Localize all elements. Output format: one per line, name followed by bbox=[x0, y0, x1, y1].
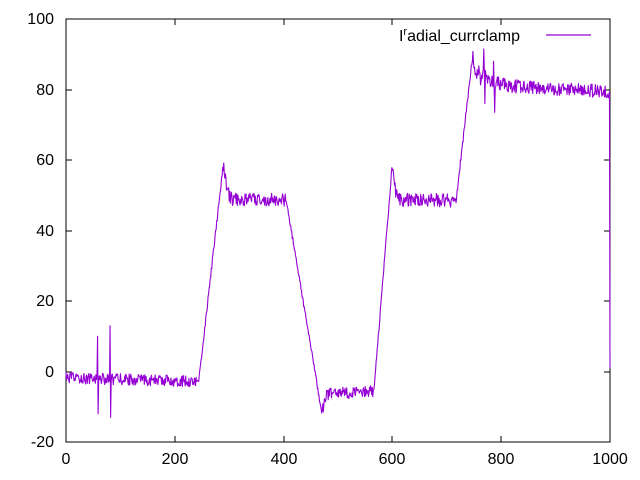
x-axis-tick-labels: 0 200 400 600 800 1000 bbox=[62, 451, 628, 468]
y-tick-label: 40 bbox=[36, 223, 54, 240]
y-tick-label: 0 bbox=[45, 364, 54, 381]
axis-ticks bbox=[65, 18, 611, 443]
x-tick-label: 200 bbox=[162, 451, 189, 468]
legend-label: Iradial_currclamp bbox=[399, 26, 520, 45]
y-tick-label: 100 bbox=[27, 11, 54, 28]
x-tick-label: 800 bbox=[488, 451, 515, 468]
series-line-radial-currclamp bbox=[65, 48, 611, 418]
legend-label-prefix: I bbox=[399, 28, 403, 45]
x-tick-label: 600 bbox=[379, 451, 406, 468]
y-tick-label: -20 bbox=[31, 434, 54, 451]
x-tick-label: 1000 bbox=[592, 451, 628, 468]
y-axis-tick-labels: -20 0 20 40 60 80 100 bbox=[27, 11, 54, 451]
y-tick-label: 60 bbox=[36, 152, 54, 169]
legend-label-superscript: r bbox=[403, 26, 407, 38]
legend: Iradial_currclamp bbox=[399, 26, 591, 45]
x-tick-label: 400 bbox=[271, 451, 298, 468]
plot-border bbox=[65, 18, 611, 443]
y-tick-label: 20 bbox=[36, 293, 54, 310]
y-tick-label: 80 bbox=[36, 82, 54, 99]
legend-label-rest: adial_currclamp bbox=[407, 28, 520, 45]
x-tick-label: 0 bbox=[62, 451, 71, 468]
